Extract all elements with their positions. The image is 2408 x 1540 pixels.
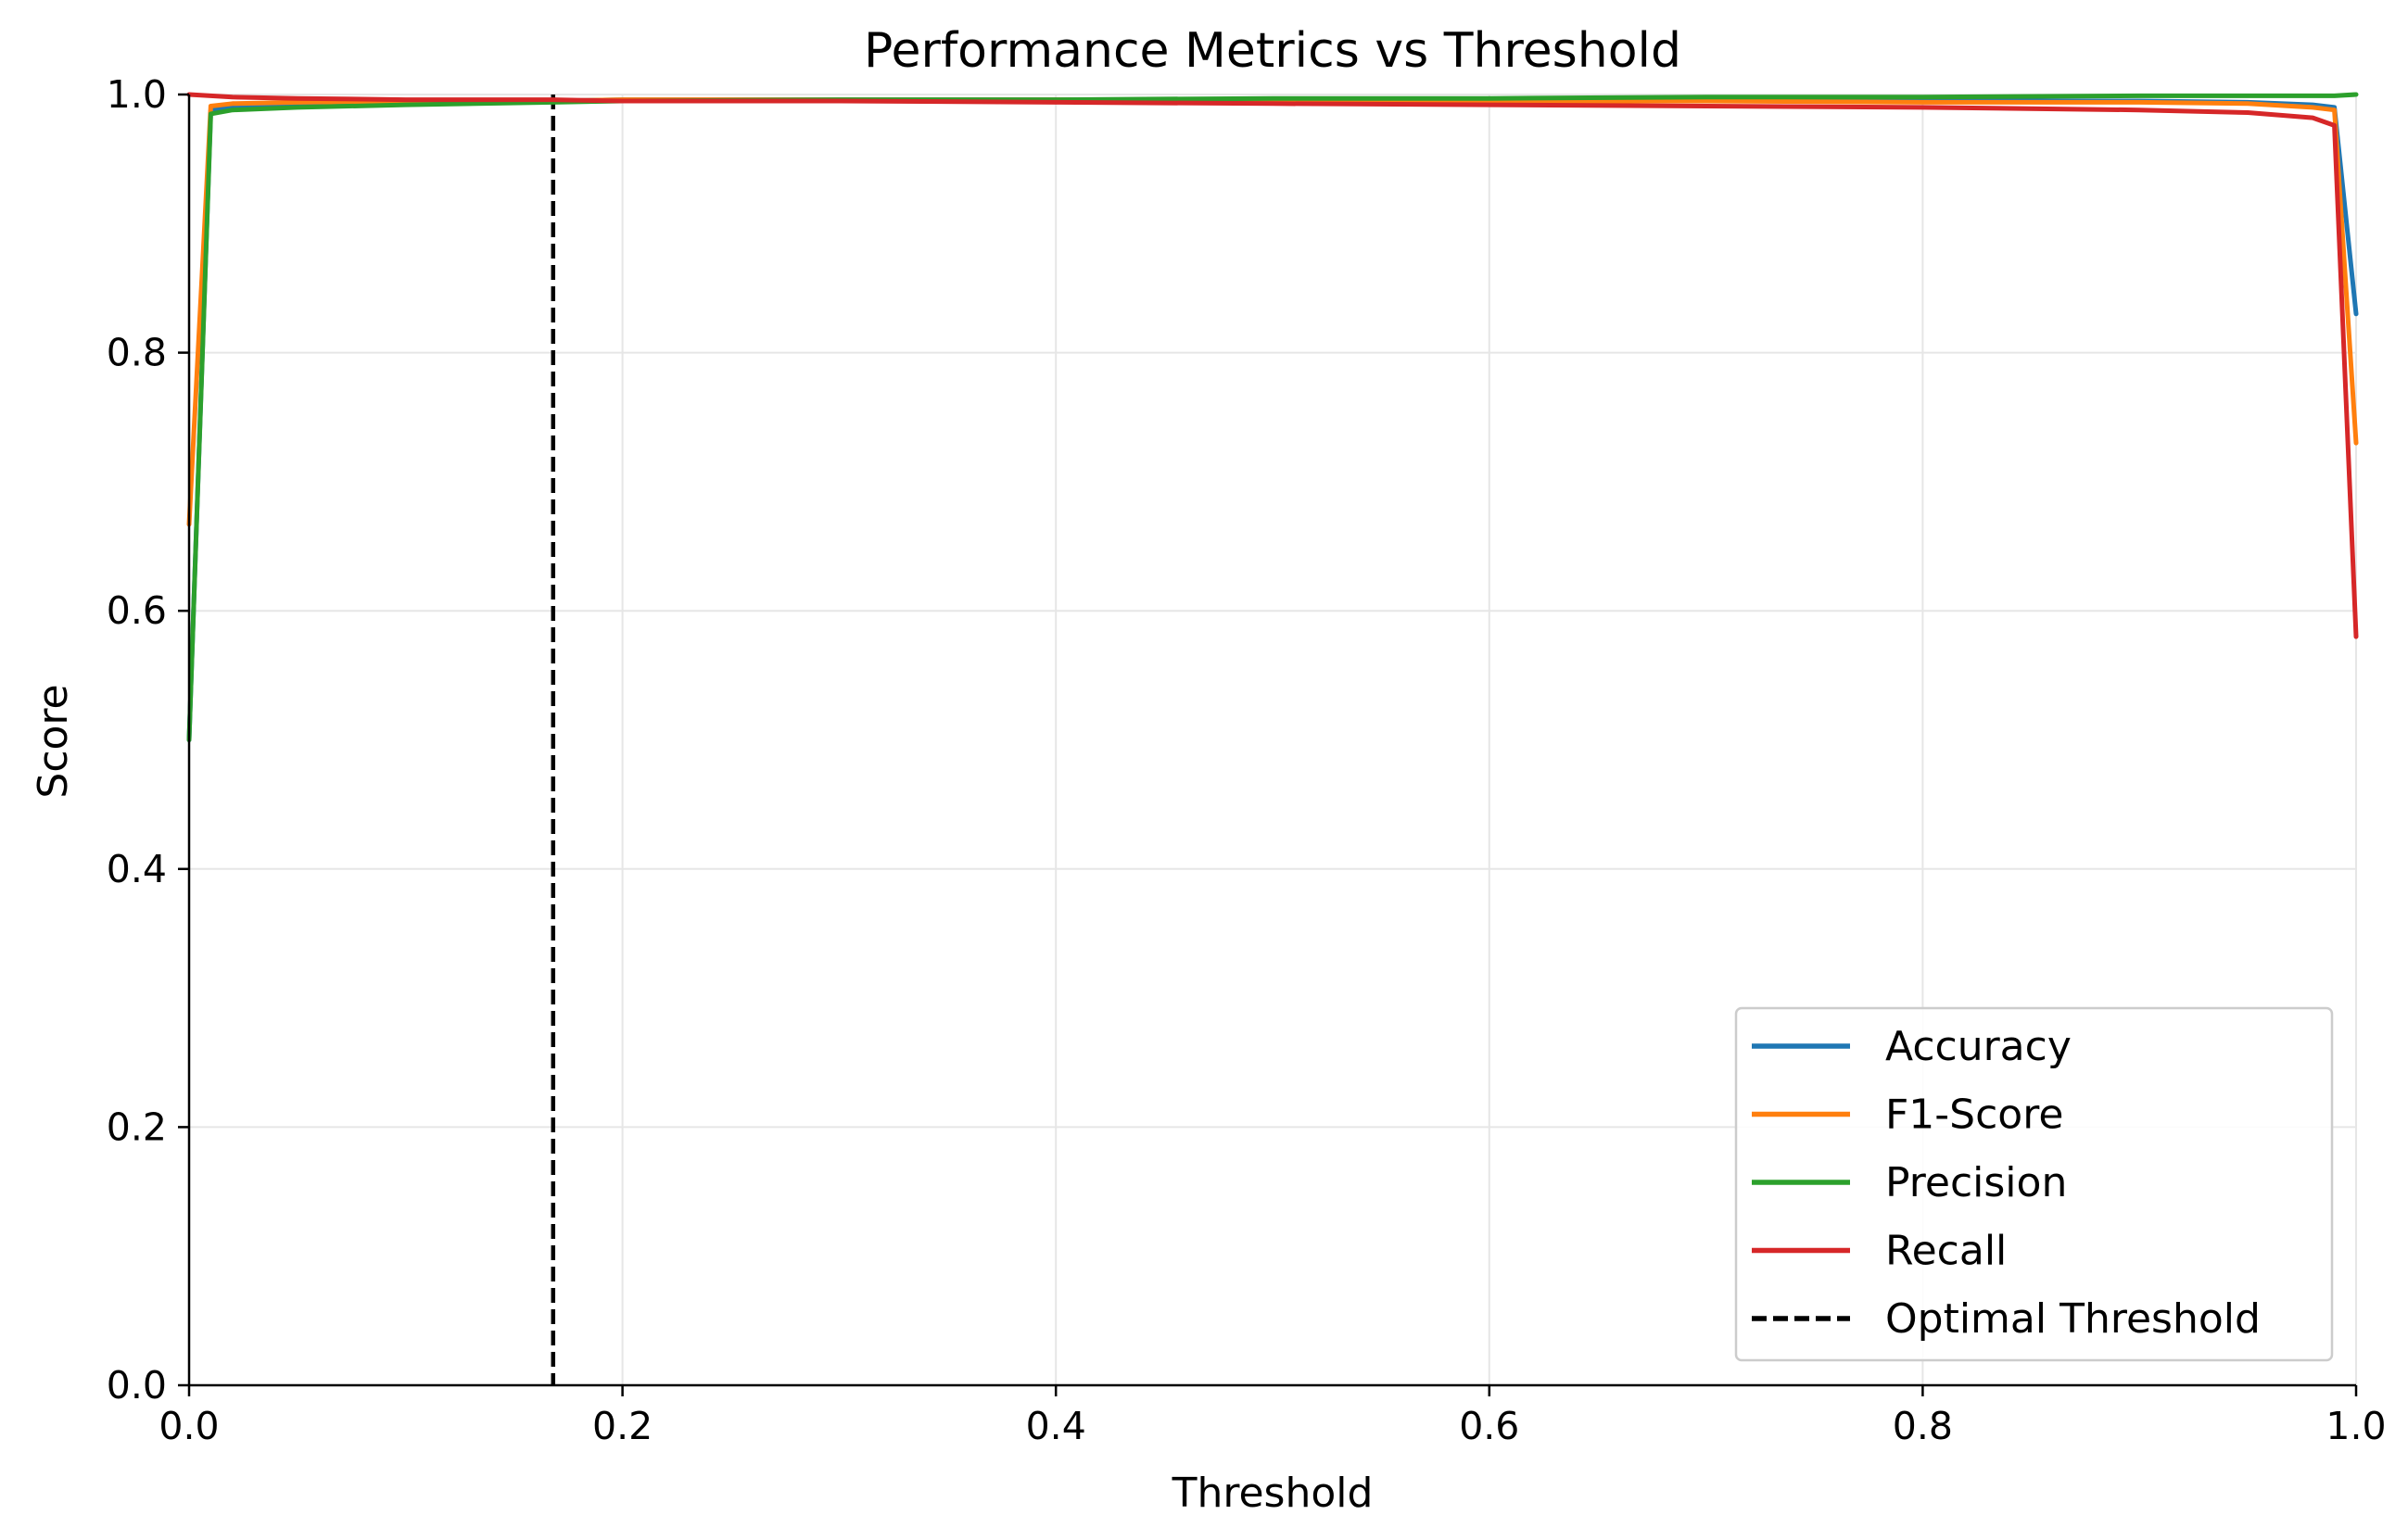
legend-label-accuracy: Accuracy (1885, 1023, 2072, 1070)
x-tick-label: 0.4 (1026, 1404, 1086, 1448)
y-tick-label: 0.8 (107, 331, 167, 375)
series-layer (186, 92, 2359, 742)
legend-label-optimal-threshold: Optimal Threshold (1885, 1295, 2261, 1343)
legend-label-f1-score: F1-Score (1885, 1092, 2063, 1139)
legend: Accuracy F1-Score Precision Recall Optimal T… (1734, 1006, 2334, 1362)
x-tick-label: 0.0 (158, 1404, 219, 1448)
y-axis-label: Score (30, 684, 77, 798)
x-tick-label: 0.2 (592, 1404, 653, 1448)
axes (187, 95, 2356, 1387)
legend-label-precision: Precision (1885, 1159, 2067, 1206)
y-tick-label: 0.2 (107, 1105, 167, 1149)
legend-box (1734, 1006, 2334, 1362)
y-tick-label: 0.0 (107, 1363, 167, 1407)
legend-label-recall: Recall (1885, 1228, 2007, 1275)
x-tick-label: 0.6 (1459, 1404, 1519, 1448)
series-line-f1-score (186, 97, 2359, 527)
x-tick-label: 0.8 (1893, 1404, 1953, 1448)
x-axis-label: Threshold (1172, 1470, 1374, 1517)
y-tick-label: 0.4 (107, 847, 167, 891)
series-line-accuracy (186, 97, 2359, 742)
x-tick-label: 1.0 (2326, 1404, 2386, 1448)
y-tick-label: 1.0 (107, 72, 167, 117)
ticks: 0.0 0.2 0.4 0.6 0.8 1.0 0.0 0.2 0.4 0.6 0.8 1.0 (107, 72, 2387, 1448)
series-line-recall (186, 92, 2359, 639)
chart-title: Performance Metrics vs Threshold (864, 23, 1681, 79)
series-line-precision (186, 92, 2359, 742)
y-tick-label: 0.6 (107, 588, 167, 633)
